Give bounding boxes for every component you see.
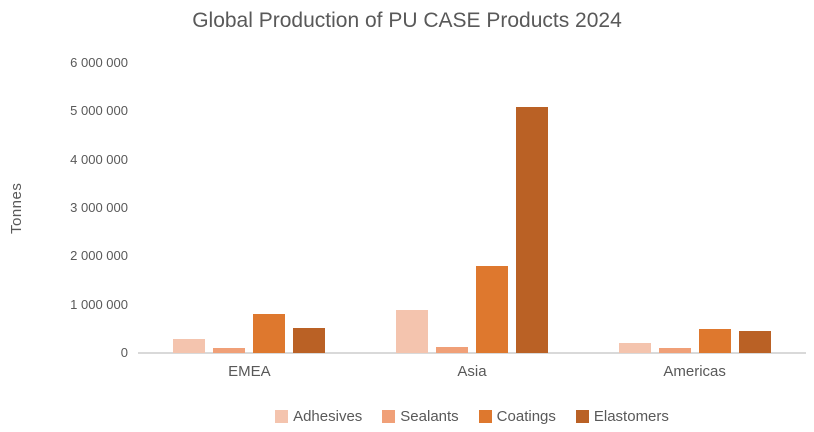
y-tick-label: 0: [120, 345, 128, 360]
x-category-label-emea: EMEA: [228, 363, 271, 380]
legend-item-elastomers: Elastomers: [575, 407, 669, 425]
legend-swatch-elastomers: [575, 409, 589, 423]
x-category-label-asia: Asia: [457, 363, 487, 380]
legend-swatch-adhesives: [275, 409, 289, 423]
y-tick-label: 4 000 000: [70, 151, 128, 167]
legend-label: Elastomers: [593, 407, 669, 425]
legend: Adhesives Sealants Coatings Elastomers: [138, 406, 806, 426]
x-axis-category-labels: EMEA Asia Americas: [138, 363, 806, 383]
bar-asia-sealants: [436, 347, 468, 353]
legend-item-adhesives: Adhesives: [275, 408, 362, 425]
y-axis-tick-labels: 0 1 000 000 2 000 000 3 000 000 4 000 000 5 0…: [0, 55, 128, 360]
bar-americas-adhesives: [618, 342, 651, 353]
plot-area: [138, 63, 806, 354]
bar-asia-adhesives: [396, 309, 428, 353]
bar-emea-elastomers: [293, 327, 326, 353]
y-tick-label: 3 000 000: [70, 200, 128, 215]
bar-asia-coatings: [476, 265, 508, 353]
legend-swatch-coatings: [478, 409, 492, 423]
legend-swatch-sealants: [382, 409, 396, 423]
legend-label: Sealants: [400, 407, 459, 425]
y-tick-label: 5 000 000: [70, 103, 128, 119]
chart-title: Global Production of PU CASE Products 20…: [192, 9, 622, 32]
y-tick-label: 2 000 000: [70, 248, 128, 264]
bar-americas-elastomers: [738, 330, 771, 353]
y-tick-label: 1 000 000: [70, 296, 128, 312]
bar-emea-adhesives: [173, 338, 206, 353]
x-axis-line: [138, 352, 806, 354]
bar-asia-elastomers: [516, 106, 548, 353]
x-category-label-americas: Americas: [663, 363, 726, 380]
bar-americas-coatings: [698, 328, 731, 353]
legend-item-coatings: Coatings: [478, 407, 556, 425]
y-tick-label: 6 000 000: [70, 55, 128, 70]
bar-emea-sealants: [213, 347, 246, 353]
legend-label: Coatings: [496, 407, 556, 425]
legend-item-sealants: Sealants: [382, 407, 459, 425]
bar-americas-sealants: [658, 347, 691, 353]
legend-label: Adhesives: [293, 407, 363, 425]
bar-emea-coatings: [253, 313, 286, 353]
